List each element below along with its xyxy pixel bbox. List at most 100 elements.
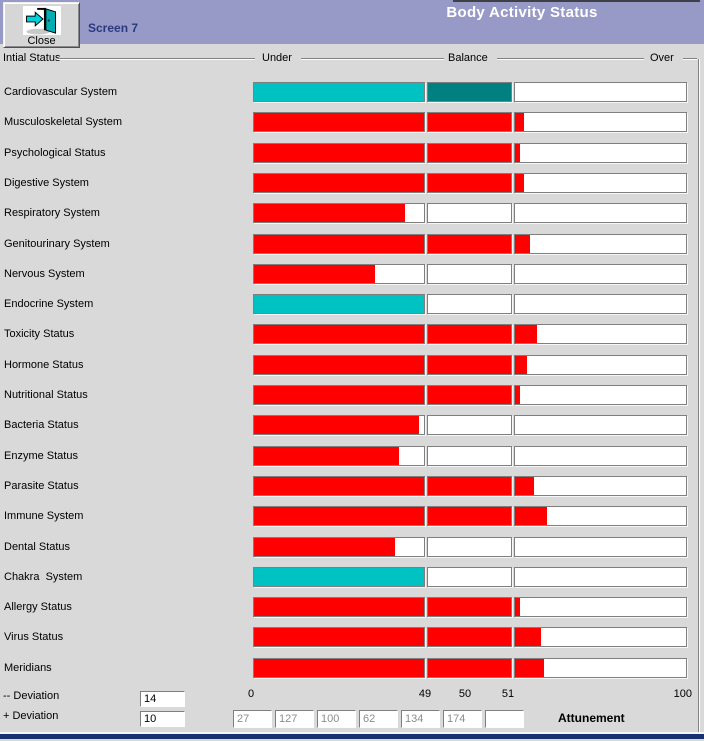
right-separator-line xyxy=(698,59,700,732)
axis-tick-51: 51 xyxy=(501,688,515,700)
exit-door-icon xyxy=(22,6,61,35)
bar-balance-segment xyxy=(427,324,512,344)
bar-under-fill xyxy=(254,538,396,556)
bar-balance-segment xyxy=(427,294,512,314)
attunement-value-5[interactable] xyxy=(401,710,440,728)
bar-balance-segment xyxy=(427,658,512,678)
bar-over-segment xyxy=(514,567,687,587)
bar-under-fill xyxy=(254,507,424,525)
bar-balance-segment xyxy=(427,143,512,163)
bar-under-segment xyxy=(253,355,425,375)
bar-balance-segment xyxy=(427,597,512,617)
attunement-label: Attunement xyxy=(558,711,625,725)
bar-over-segment xyxy=(514,173,687,193)
row-label: Digestive System xyxy=(4,177,89,189)
row-label: Nervous System xyxy=(4,268,85,280)
bar-over-fill xyxy=(515,144,521,162)
row-label: Dental Status xyxy=(4,541,71,553)
bar-under-segment xyxy=(253,385,425,405)
bar-over-fill xyxy=(515,507,548,525)
close-button-label: Close xyxy=(27,35,56,47)
bar-balance-fill xyxy=(428,659,511,677)
bar-balance-fill xyxy=(428,325,511,343)
attunement-value-4[interactable] xyxy=(359,710,398,728)
row-label: Allergy Status xyxy=(4,601,72,613)
row-label: Endocrine System xyxy=(4,298,94,310)
bar-under-fill xyxy=(254,416,419,434)
under-header-label: Under xyxy=(262,52,292,64)
bar-over-fill xyxy=(515,325,538,343)
bar-balance-fill xyxy=(428,356,511,374)
bar-under-fill xyxy=(254,144,424,162)
bar-over-segment xyxy=(514,597,687,617)
attunement-value-3[interactable] xyxy=(317,710,356,728)
row-label: Immune System xyxy=(4,510,84,522)
bar-over-segment xyxy=(514,203,687,223)
bar-balance-segment xyxy=(427,537,512,557)
bar-over-segment xyxy=(514,143,687,163)
minus-deviation-input[interactable] xyxy=(140,691,185,707)
plus-deviation-input[interactable] xyxy=(140,711,185,727)
bar-over-fill xyxy=(515,235,531,253)
row-label: Musculoskeletal System xyxy=(4,116,122,128)
bar-over-segment xyxy=(514,415,687,435)
bar-under-segment xyxy=(253,112,425,132)
axis-tick-49: 49 xyxy=(418,688,432,700)
bar-over-fill xyxy=(515,356,527,374)
row-label: Chakra System xyxy=(4,571,83,583)
bar-over-segment xyxy=(514,506,687,526)
bar-under-fill xyxy=(254,477,424,495)
bar-balance-segment xyxy=(427,234,512,254)
bar-under-fill xyxy=(254,295,424,313)
bar-under-fill xyxy=(254,325,424,343)
bar-over-fill xyxy=(515,628,541,646)
bar-over-segment xyxy=(514,627,687,647)
bottom-highlight-line xyxy=(0,732,704,734)
bar-under-fill xyxy=(254,659,424,677)
row-label: Respiratory System xyxy=(4,207,100,219)
screen-number-label: Screen 7 xyxy=(88,21,139,35)
separator-line xyxy=(301,58,444,60)
bar-under-fill xyxy=(254,356,424,374)
axis-tick-50: 50 xyxy=(458,688,472,700)
bar-under-segment xyxy=(253,264,425,284)
bar-under-segment xyxy=(253,82,425,102)
attunement-value-1[interactable] xyxy=(233,710,272,728)
attunement-value-6[interactable] xyxy=(443,710,482,728)
close-button[interactable]: Close xyxy=(3,2,80,48)
bar-over-segment xyxy=(514,476,687,496)
row-label: Enzyme Status xyxy=(4,450,78,462)
plus-deviation-label: + Deviation xyxy=(3,710,59,722)
bar-balance-segment xyxy=(427,415,512,435)
row-label: Nutritional Status xyxy=(4,389,88,401)
bar-balance-segment xyxy=(427,112,512,132)
bar-over-segment xyxy=(514,112,687,132)
bottom-navy-line xyxy=(0,734,704,739)
bar-over-segment xyxy=(514,537,687,557)
header-bar: Body Activity Status Screen 7 xyxy=(0,0,704,44)
minus-deviation-label: -- Deviation xyxy=(3,690,60,702)
bar-balance-segment xyxy=(427,264,512,284)
row-label: Virus Status xyxy=(4,631,64,643)
bar-balance-fill xyxy=(428,174,511,192)
bar-under-segment xyxy=(253,173,425,193)
bar-balance-segment xyxy=(427,627,512,647)
axis-tick-0: 0 xyxy=(248,688,255,700)
attunement-value-2[interactable] xyxy=(275,710,314,728)
bar-balance-segment xyxy=(427,82,512,102)
bar-balance-fill xyxy=(428,598,511,616)
bar-over-fill xyxy=(515,113,524,131)
over-header-label: Over xyxy=(650,52,674,64)
separator-line xyxy=(57,58,255,60)
bar-under-segment xyxy=(253,537,425,557)
bar-under-segment xyxy=(253,658,425,678)
bar-balance-segment xyxy=(427,173,512,193)
row-label: Parasite Status xyxy=(4,480,79,492)
bar-under-fill xyxy=(254,204,406,222)
bar-balance-fill xyxy=(428,235,511,253)
page-title: Body Activity Status xyxy=(446,4,598,21)
bar-under-segment xyxy=(253,476,425,496)
attunement-value-7[interactable] xyxy=(485,710,524,728)
balance-header-label: Balance xyxy=(448,52,488,64)
bar-under-segment xyxy=(253,567,425,587)
